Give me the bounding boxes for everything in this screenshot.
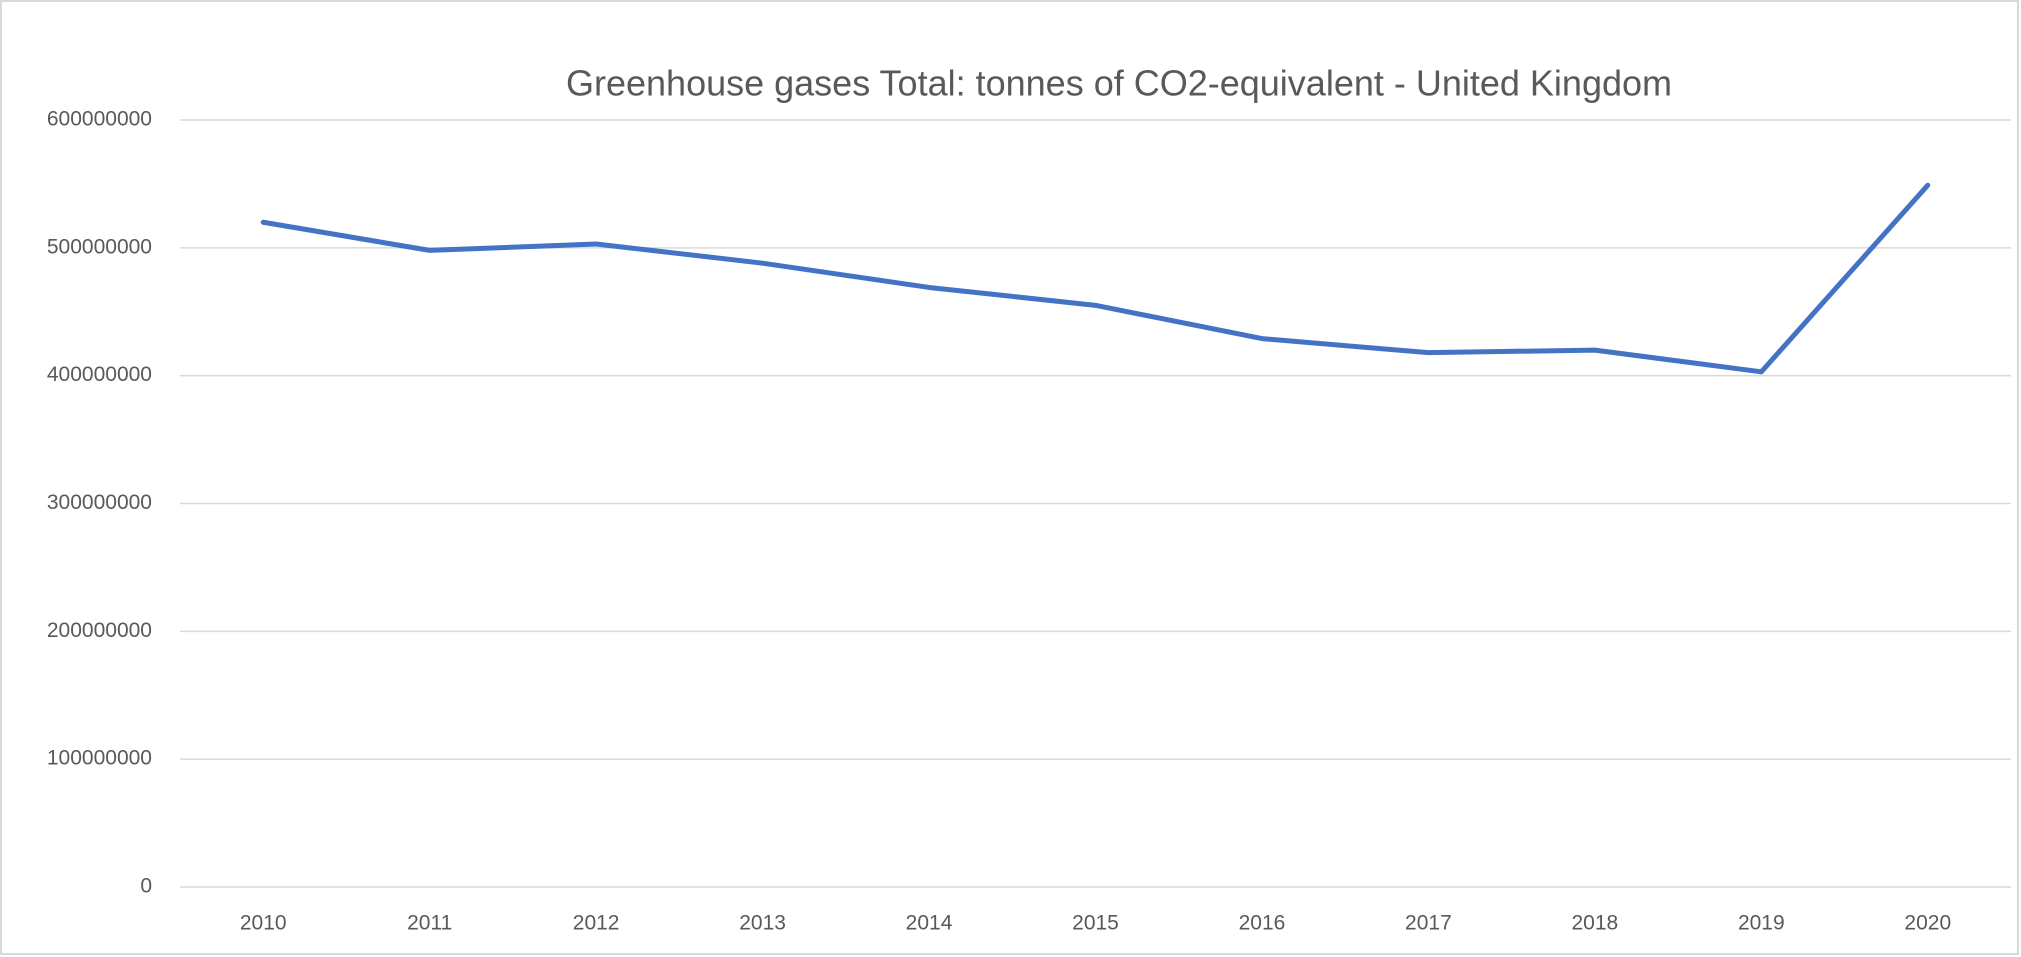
x-tick-label: 2010 <box>240 912 287 935</box>
y-tick-label: 400000000 <box>47 363 152 386</box>
y-tick-label: 500000000 <box>47 235 152 258</box>
chart-title: Greenhouse gases Total: tonnes of CO2-eq… <box>566 63 1672 104</box>
x-tick-label: 2017 <box>1405 912 1452 935</box>
data-line <box>260 182 1931 375</box>
x-tick-label: 2018 <box>1572 912 1619 935</box>
x-tick-label: 2011 <box>407 912 452 935</box>
x-tick-label: 2019 <box>1738 912 1785 935</box>
x-tick-label: 2013 <box>739 912 786 935</box>
x-tick-label: 2012 <box>573 912 620 935</box>
x-tick-label: 2016 <box>1239 912 1286 935</box>
y-tick-label: 100000000 <box>47 747 152 770</box>
x-tick-label: 2020 <box>1904 912 1951 935</box>
x-tick-label: 2014 <box>906 912 953 935</box>
y-tick-label: 200000000 <box>47 619 152 642</box>
y-tick-label: 0 <box>140 875 152 898</box>
y-tick-label: 300000000 <box>47 491 152 514</box>
y-tick-label: 600000000 <box>47 108 152 131</box>
x-tick-label: 2015 <box>1072 912 1119 935</box>
